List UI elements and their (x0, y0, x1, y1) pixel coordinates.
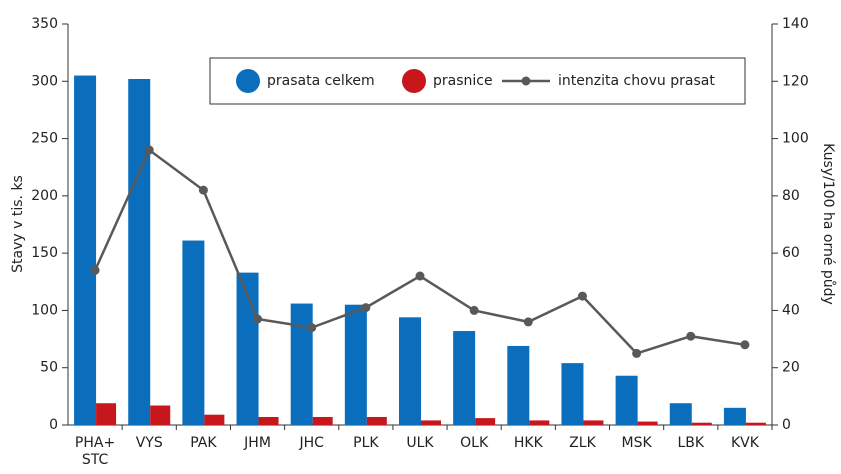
bar (74, 75, 97, 426)
bar (204, 414, 225, 425)
y2-axis-label: Kusy/100 ha orné půdy (820, 143, 836, 305)
line-point (144, 145, 154, 155)
x-tick-label: OLK (460, 435, 489, 451)
x-tick-label: JHM (243, 435, 271, 451)
line-point (90, 265, 100, 275)
bar (312, 416, 333, 425)
y2-tick-label: 100 (782, 131, 809, 147)
x-tick-label: JHC (298, 435, 324, 451)
x-tick-label: MSK (622, 435, 653, 451)
y-tick-label: 250 (31, 131, 58, 147)
legend-marker (236, 69, 260, 93)
bar (182, 240, 205, 425)
y-tick-label: 50 (40, 360, 58, 376)
y-tick-label: 100 (31, 302, 58, 318)
legend-label: intenzita chovu prasat (558, 73, 715, 89)
y-tick-label: 150 (31, 245, 58, 261)
bar (615, 375, 638, 425)
line-point (577, 291, 587, 301)
y-tick-label: 350 (31, 16, 58, 32)
bar (669, 403, 692, 425)
x-tick-label: LBK (677, 435, 704, 451)
bar (290, 303, 313, 425)
line-point (523, 317, 533, 327)
x-tick-label: VYS (136, 435, 163, 451)
y2-tick-label: 120 (782, 73, 809, 89)
bar (128, 78, 151, 425)
bar (96, 403, 117, 425)
bar (637, 421, 658, 425)
x-tick-label: PLK (353, 435, 379, 451)
y-axis-label: Stavy v tis. ks (10, 175, 26, 273)
bar (723, 407, 746, 425)
line-point (632, 348, 642, 358)
legend-marker (402, 69, 426, 93)
x-tick-label: ULK (406, 435, 434, 451)
bar (399, 317, 421, 425)
y2-tick-label: 140 (782, 16, 809, 32)
bar (421, 420, 441, 425)
line-point (361, 303, 371, 313)
bar (745, 422, 766, 425)
y-tick-label: 300 (31, 73, 58, 89)
y2-tick-label: 0 (782, 417, 791, 433)
x-tick-label: KVK (731, 435, 760, 451)
line-point (740, 340, 750, 350)
bar (529, 420, 550, 425)
line-point (415, 271, 425, 281)
y2-tick-label: 80 (782, 188, 800, 204)
bar (561, 363, 584, 425)
legend-marker (521, 76, 531, 86)
bar (258, 416, 279, 425)
legend-box (209, 57, 746, 105)
bar (150, 405, 171, 425)
bar (344, 304, 367, 425)
legend-label: prasnice (433, 73, 493, 89)
y-tick-label: 200 (31, 188, 58, 204)
x-tick-label: PAK (190, 435, 217, 451)
bar (366, 416, 387, 425)
bar (507, 345, 530, 425)
legend-label: prasata celkem (267, 73, 375, 89)
y2-tick-label: 60 (782, 245, 800, 261)
line-point (686, 331, 696, 341)
line-point (469, 305, 479, 315)
x-tick-label: HKK (514, 435, 544, 451)
bar (583, 420, 604, 425)
y2-tick-label: 20 (782, 360, 800, 376)
x-tick-label: ZLK (569, 435, 596, 451)
line-point (198, 185, 208, 195)
y2-tick-label: 40 (782, 302, 800, 318)
x-tick-label: PHA+ STC (75, 435, 115, 468)
bar (453, 331, 476, 425)
bar (691, 422, 712, 425)
bar (475, 418, 496, 425)
line-point (307, 323, 317, 333)
line-point (253, 314, 263, 324)
y-tick-label: 0 (49, 417, 58, 433)
